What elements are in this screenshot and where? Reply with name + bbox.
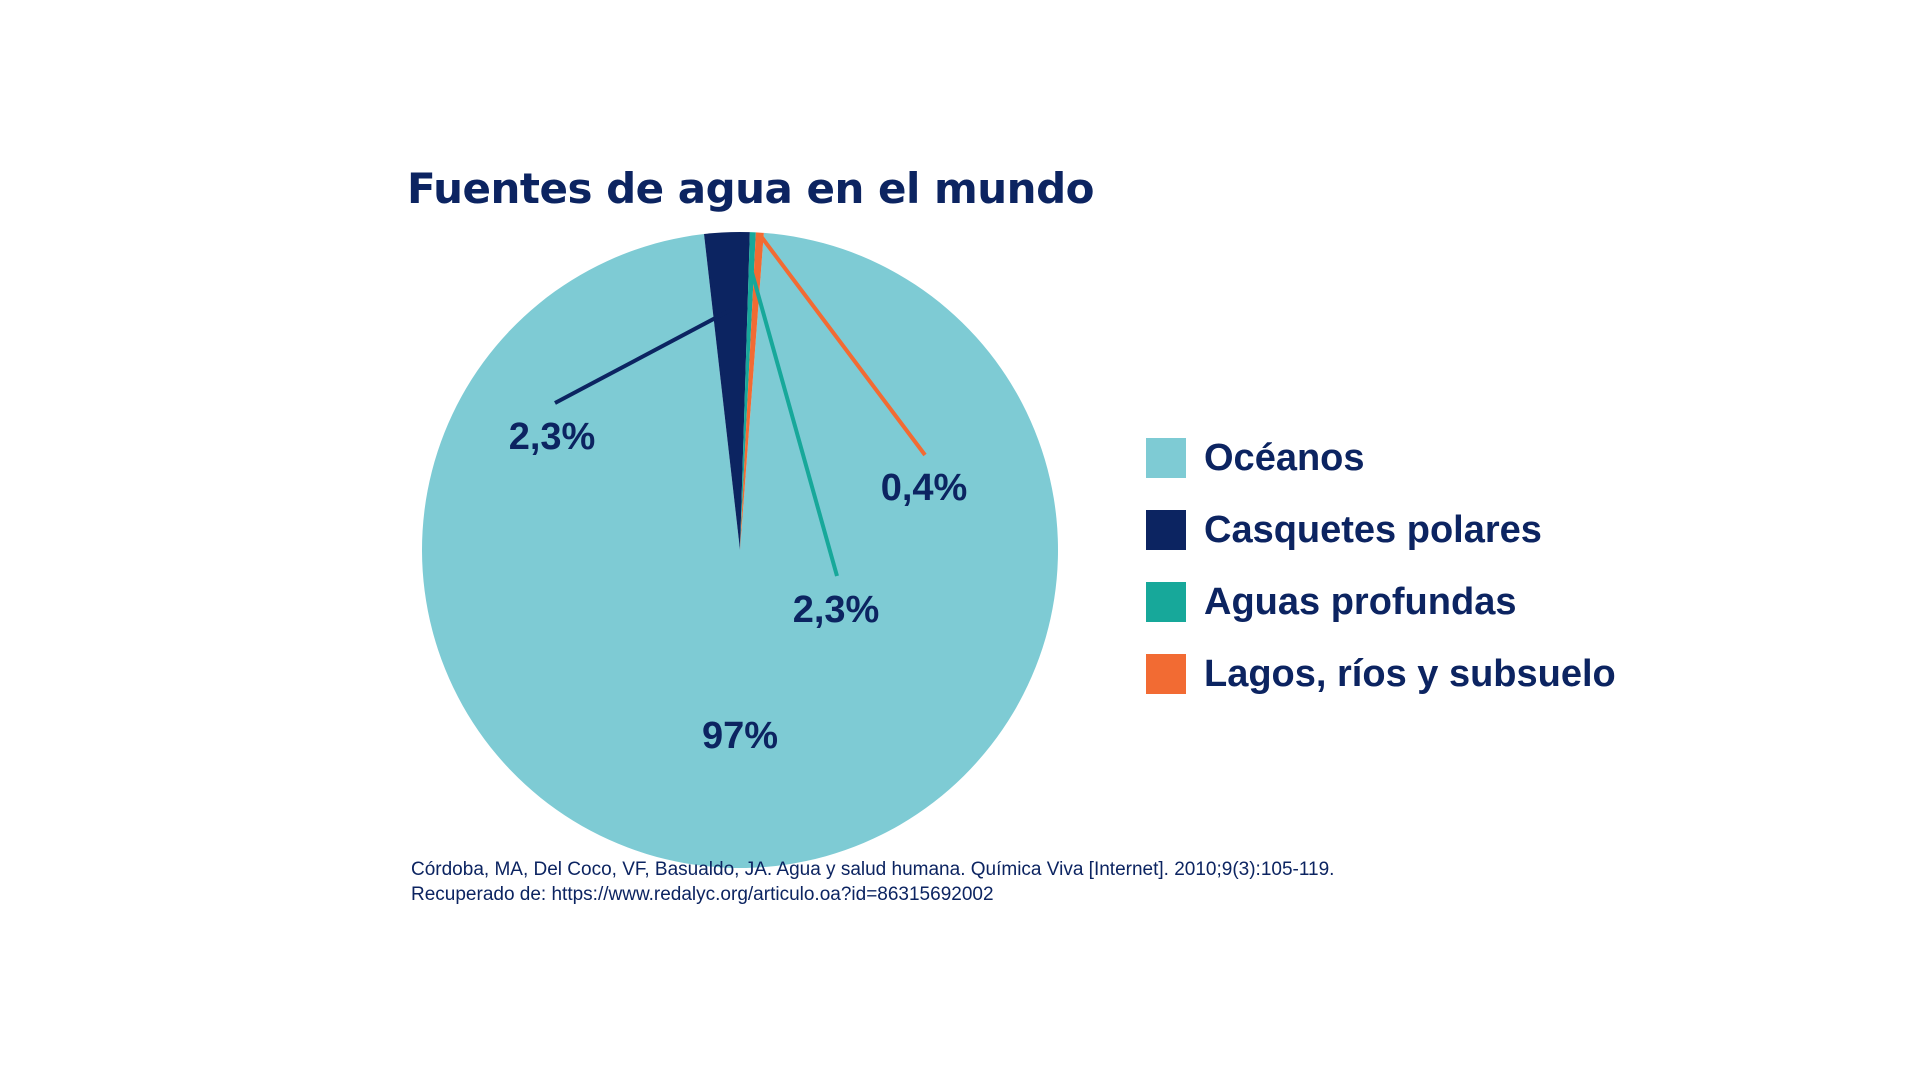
chart-title: Fuentes de agua en el mundo (407, 164, 1095, 213)
pie-slice-lagos-rios-y-subsuelo (740, 232, 764, 550)
pie-slice-casquetes-polares (704, 231, 750, 550)
data-labels: 97% 2,3% 2,3% 0,4% (509, 416, 968, 757)
citation-line-1: Córdoba, MA, Del Coco, VF, Basualdo, JA.… (411, 859, 1335, 880)
legend-label: Casquetes polares (1204, 508, 1542, 551)
pie-slices (422, 231, 1059, 868)
legend: Océanos Casquetes polares Aguas profundas L… (1146, 436, 1616, 726)
legend-item-oceanos: Océanos (1146, 436, 1616, 479)
leader-line-casquetes-polares (554, 308, 732, 405)
legend-swatch (1146, 654, 1186, 694)
legend-label: Aguas profundas (1204, 580, 1517, 623)
leader-line-aguas-profundas (749, 269, 839, 577)
data-label-oceanos: 97% (702, 715, 778, 757)
legend-item-aguas-profundas: Aguas profundas (1146, 580, 1616, 623)
legend-swatch (1146, 510, 1186, 550)
data-label-casquetes-polares: 2,3% (509, 416, 596, 458)
data-label-aguas-profundas: 2,3% (793, 589, 880, 631)
legend-swatch (1146, 438, 1186, 478)
pie-slice-aguas-profundas (740, 232, 756, 550)
pie-slice-oceanos (422, 232, 1059, 868)
data-label-lagos-rios-y-subsuelo: 0,4% (881, 467, 968, 509)
citation-line-2: Recuperado de: https://www.redalyc.org/a… (411, 884, 994, 905)
legend-label: Lagos, ríos y subsuelo (1204, 652, 1616, 695)
leader-line-lagos-rios-y-subsuelo (758, 233, 927, 457)
legend-label: Océanos (1204, 436, 1365, 479)
legend-swatch (1146, 582, 1186, 622)
legend-item-casquetes-polares: Casquetes polares (1146, 508, 1616, 551)
leader-lines (554, 233, 927, 577)
citation: Córdoba, MA, Del Coco, VF, Basualdo, JA.… (411, 857, 1334, 907)
legend-item-lagos-rios-y-subsuelo: Lagos, ríos y subsuelo (1146, 652, 1616, 695)
